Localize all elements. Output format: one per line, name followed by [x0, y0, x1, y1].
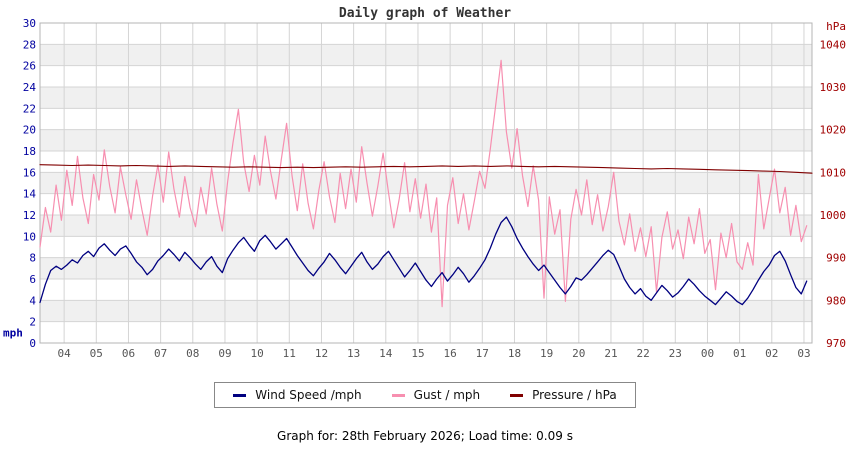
legend-item-gust: Gust / mph [391, 388, 481, 402]
svg-text:0: 0 [29, 337, 36, 350]
svg-text:1030: 1030 [820, 81, 847, 94]
svg-text:1010: 1010 [820, 166, 847, 179]
svg-text:20: 20 [23, 124, 36, 137]
legend-label-gust: Gust / mph [413, 388, 481, 402]
wind-speed-line-icon [233, 393, 247, 397]
svg-text:08: 08 [186, 347, 199, 360]
svg-text:11: 11 [283, 347, 296, 360]
svg-text:17: 17 [476, 347, 489, 360]
svg-text:01: 01 [733, 347, 746, 360]
svg-text:13: 13 [347, 347, 360, 360]
svg-text:18: 18 [508, 347, 521, 360]
svg-text:12: 12 [315, 347, 328, 360]
svg-text:10: 10 [251, 347, 264, 360]
pressure-line-icon [510, 393, 524, 397]
svg-text:22: 22 [637, 347, 650, 360]
svg-text:19: 19 [540, 347, 553, 360]
svg-text:26: 26 [23, 60, 36, 73]
svg-text:28: 28 [23, 38, 36, 51]
svg-text:1040: 1040 [820, 38, 847, 51]
svg-text:20: 20 [572, 347, 585, 360]
svg-text:970: 970 [826, 337, 846, 350]
svg-text:04: 04 [58, 347, 72, 360]
svg-text:02: 02 [765, 347, 778, 360]
svg-text:00: 00 [701, 347, 714, 360]
svg-text:6: 6 [29, 273, 36, 286]
legend-item-pressure: Pressure / hPa [510, 388, 617, 402]
svg-text:12: 12 [23, 209, 36, 222]
svg-text:30: 30 [23, 17, 36, 30]
gust-line-icon [391, 393, 405, 397]
svg-text:14: 14 [379, 347, 393, 360]
svg-text:hPa: hPa [826, 20, 846, 33]
footer-caption: Graph for: 28th February 2026; Load time… [277, 429, 573, 443]
svg-text:8: 8 [29, 252, 36, 265]
legend-label-wind-speed: Wind Speed /mph [255, 388, 362, 402]
svg-text:980: 980 [826, 294, 846, 307]
svg-text:07: 07 [154, 347, 167, 360]
svg-text:23: 23 [669, 347, 682, 360]
svg-text:16: 16 [23, 166, 36, 179]
svg-text:1000: 1000 [820, 209, 847, 222]
svg-text:21: 21 [604, 347, 617, 360]
svg-text:990: 990 [826, 252, 846, 265]
svg-text:06: 06 [122, 347, 135, 360]
svg-text:15: 15 [411, 347, 424, 360]
weather-chart: 024681012141618202224262830mph9709809901… [3, 17, 847, 360]
svg-text:03: 03 [797, 347, 810, 360]
svg-text:4: 4 [29, 294, 36, 307]
legend-label-pressure: Pressure / hPa [532, 388, 617, 402]
svg-text:1020: 1020 [820, 124, 847, 137]
svg-text:24: 24 [23, 81, 37, 94]
legend: Wind Speed /mph Gust / mph Pressure / hP… [0, 382, 850, 408]
legend-box: Wind Speed /mph Gust / mph Pressure / hP… [214, 382, 636, 408]
svg-text:2: 2 [29, 316, 36, 329]
svg-text:05: 05 [90, 347, 103, 360]
svg-text:09: 09 [218, 347, 231, 360]
svg-text:16: 16 [444, 347, 457, 360]
svg-text:14: 14 [23, 188, 37, 201]
legend-item-wind-speed: Wind Speed /mph [233, 388, 362, 402]
svg-text:22: 22 [23, 102, 36, 115]
svg-text:mph: mph [3, 326, 23, 339]
svg-text:18: 18 [23, 145, 36, 158]
chart-title: Daily graph of Weather [338, 6, 512, 21]
svg-text:10: 10 [23, 230, 36, 243]
